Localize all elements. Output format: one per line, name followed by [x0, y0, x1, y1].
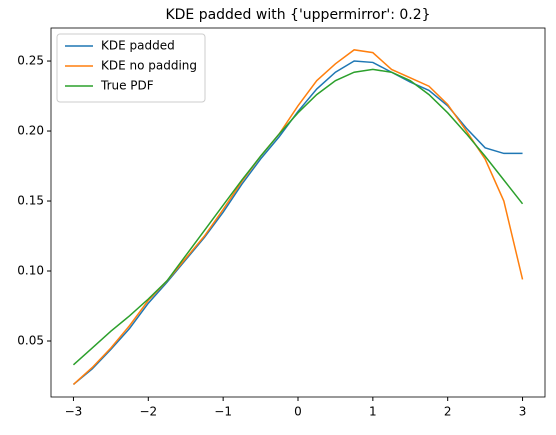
line: [72, 49, 524, 385]
line: [72, 60, 523, 385]
legend-label: KDE no padding: [101, 59, 197, 73]
y-tick-label: 0.25: [17, 54, 44, 68]
y-tick-label: 0.10: [17, 264, 44, 278]
x-tick-label: −1: [214, 405, 232, 419]
legend-box: [56, 33, 206, 103]
line: [72, 68, 524, 366]
x-tick-label: 2: [444, 405, 452, 419]
x-tick-label: −3: [65, 405, 83, 419]
x-tick-label: −2: [139, 405, 157, 419]
x-tick-label: 3: [519, 405, 527, 419]
plot-frame: [50, 27, 546, 398]
y-tick-label: 0.05: [17, 334, 44, 348]
x-tick-label: 0: [294, 405, 302, 419]
y-tick-label: 0.20: [17, 124, 44, 138]
x-tick-label: 1: [369, 405, 377, 419]
chart-title: KDE padded with {'uppermirror': 0.2}: [165, 7, 430, 23]
y-tick-label: 0.15: [17, 194, 44, 208]
legend-label: True PDF: [100, 79, 154, 93]
legend-label: KDE padded: [101, 39, 175, 53]
